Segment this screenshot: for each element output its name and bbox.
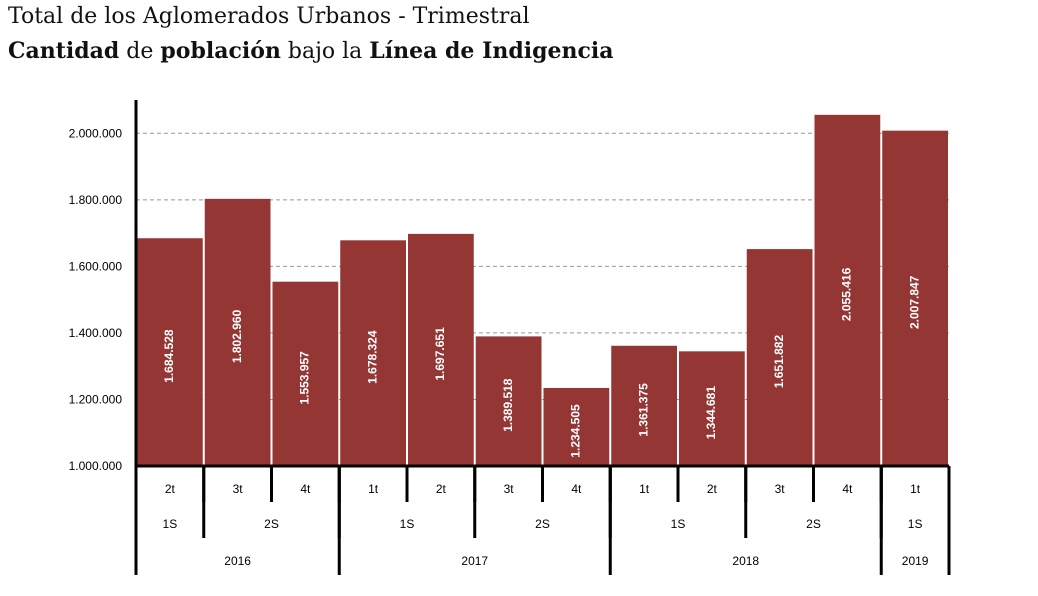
semester-label: 1S bbox=[671, 517, 686, 531]
bar-value-label: 1.684.528 bbox=[162, 329, 176, 383]
bar bbox=[814, 114, 881, 466]
chart-subtitle: Cantidad de población bajo la Línea de I… bbox=[8, 38, 613, 64]
year-label: 2017 bbox=[461, 554, 488, 568]
x-tick-label: 4t bbox=[300, 482, 311, 496]
bar bbox=[137, 238, 203, 466]
semester-label: 1S bbox=[400, 517, 415, 531]
bar bbox=[746, 249, 813, 466]
bar-value-label: 1.802.960 bbox=[230, 309, 244, 363]
year-label: 2018 bbox=[732, 554, 759, 568]
bar-value-label: 2.055.416 bbox=[840, 267, 854, 321]
semester-label: 2S bbox=[264, 517, 279, 531]
subtitle-part-4: bajo la bbox=[280, 39, 370, 64]
x-tick-label: 2t bbox=[436, 482, 447, 496]
bar bbox=[475, 336, 542, 466]
y-tick-label: 1.200.000 bbox=[69, 392, 123, 406]
chart-title: Total de los Aglomerados Urbanos - Trime… bbox=[8, 4, 530, 29]
x-tick-label: 4t bbox=[571, 482, 582, 496]
bar-value-label: 1.361.375 bbox=[636, 383, 650, 437]
subtitle-part-3: población bbox=[160, 38, 281, 64]
bar bbox=[272, 281, 339, 466]
bar-value-label: 1.553.957 bbox=[298, 351, 312, 405]
semester-label: 2S bbox=[806, 517, 821, 531]
bar-value-label: 2.007.847 bbox=[907, 275, 921, 329]
bar bbox=[204, 198, 271, 466]
y-tick-label: 2.000.000 bbox=[69, 126, 123, 140]
x-tick-label: 3t bbox=[233, 482, 244, 496]
subtitle-part-1: Cantidad bbox=[8, 38, 120, 64]
x-tick-label: 2t bbox=[165, 482, 176, 496]
x-tick-label: 3t bbox=[504, 482, 515, 496]
bar-value-label: 1.678.324 bbox=[365, 330, 379, 384]
x-tick-label: 3t bbox=[775, 482, 786, 496]
bar-value-label: 1.234.505 bbox=[569, 404, 583, 458]
semester-label: 1S bbox=[908, 517, 923, 531]
bar bbox=[679, 351, 745, 466]
x-tick-label: 1t bbox=[368, 482, 379, 496]
semester-label: 1S bbox=[163, 517, 178, 531]
x-tick-label: 2t bbox=[707, 482, 718, 496]
x-tick-label: 1t bbox=[639, 482, 650, 496]
x-tick-label: 4t bbox=[842, 482, 853, 496]
y-tick-label: 1.400.000 bbox=[69, 326, 123, 340]
bar bbox=[882, 130, 948, 467]
bar-value-label: 1.389.518 bbox=[501, 378, 515, 432]
y-tick-label: 1.000.000 bbox=[69, 459, 123, 473]
bar bbox=[611, 345, 677, 466]
subtitle-part-2: de bbox=[119, 39, 161, 64]
bar-value-label: 1.697.651 bbox=[433, 327, 447, 381]
subtitle-part-5: Línea de Indigencia bbox=[369, 38, 614, 64]
bar-value-label: 1.344.681 bbox=[704, 386, 718, 440]
year-label: 2016 bbox=[224, 554, 251, 568]
bar bbox=[543, 387, 610, 466]
year-label: 2019 bbox=[902, 554, 929, 568]
y-tick-label: 1.800.000 bbox=[69, 193, 123, 207]
x-tick-label: 1t bbox=[910, 482, 921, 496]
bar bbox=[340, 240, 406, 466]
bar bbox=[408, 233, 474, 466]
semester-label: 2S bbox=[535, 517, 550, 531]
y-tick-label: 1.600.000 bbox=[69, 259, 123, 273]
bar-value-label: 1.651.882 bbox=[772, 335, 786, 389]
